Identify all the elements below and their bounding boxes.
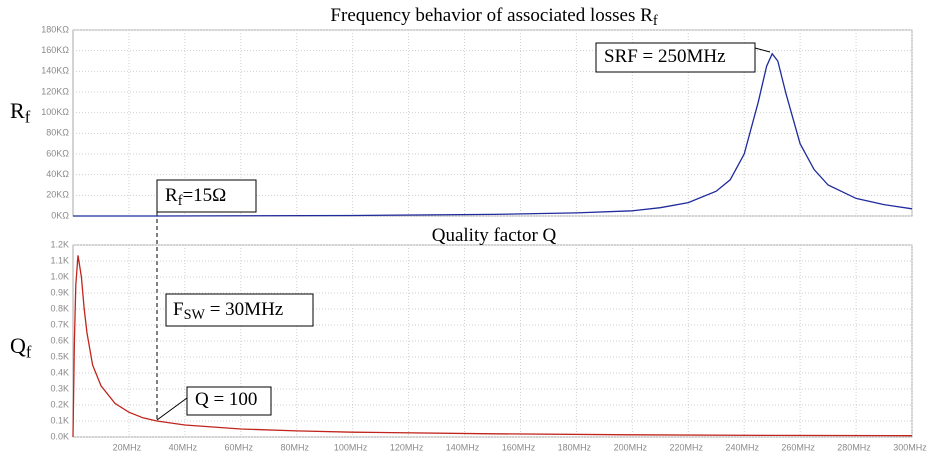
y-tick-label: 1.1K — [50, 255, 69, 265]
y-tick-label: 120KΩ — [41, 86, 69, 96]
annotation-box — [156, 179, 257, 213]
x-tick-label: 180MHz — [558, 442, 592, 452]
x-tick-label: 40MHz — [169, 442, 198, 452]
y-tick-label: 0.4K — [50, 367, 69, 377]
y-axis-label-part: f — [25, 107, 31, 126]
annotation: FSW = 30MHz — [173, 299, 283, 323]
y-tick-label: 60KΩ — [46, 148, 69, 158]
annotation-part: SW — [184, 307, 206, 323]
annotation: Q = 100 — [195, 389, 257, 410]
y-tick-label: 1.0K — [50, 271, 69, 281]
y-tick-label: 160KΩ — [41, 45, 69, 55]
x-tick-label: 60MHz — [225, 442, 254, 452]
y-axis-label-part: Q — [10, 333, 26, 358]
x-tick-label: 300MHz — [893, 442, 927, 452]
annotation: SRF = 250MHz — [604, 46, 726, 67]
annotation-box — [186, 386, 272, 416]
annotation: Rf=15Ω — [165, 185, 226, 209]
y-tick-label: 100KΩ — [41, 107, 69, 117]
y-tick-label: 20KΩ — [46, 190, 69, 200]
y-tick-label: 0.2K — [50, 399, 69, 409]
y-axis-label: Qf — [10, 333, 32, 361]
x-tick-label: 100MHz — [334, 442, 368, 452]
annotation-part: =15Ω — [182, 185, 226, 206]
chart-title-part: Quality factor Q — [432, 225, 557, 246]
y-tick-label: 0.6K — [50, 335, 69, 345]
x-tick-label: 120MHz — [390, 442, 424, 452]
x-tick-label: 80MHz — [280, 442, 309, 452]
y-tick-label: 180KΩ — [41, 24, 69, 34]
y-tick-label: 0.3K — [50, 383, 69, 393]
annotation-part: = 30MHz — [205, 299, 283, 320]
chart-title: Quality factor Q — [432, 225, 557, 246]
x-tick-label: 140MHz — [446, 442, 480, 452]
x-tick-label: 220MHz — [670, 442, 704, 452]
annotation-connector — [754, 47, 771, 53]
y-axis-label: Rf — [10, 98, 31, 126]
x-tick-label: 280MHz — [837, 442, 871, 452]
annotation-box — [165, 293, 314, 327]
x-tick-label: 240MHz — [725, 442, 759, 452]
x-tick-label: 160MHz — [502, 442, 536, 452]
annotation-part: R — [165, 185, 178, 206]
chart-title-part: Frequency behavior of associated losses … — [330, 5, 653, 26]
annotation-box — [595, 42, 756, 73]
y-tick-label: 140KΩ — [41, 66, 69, 76]
data-line — [72, 255, 913, 438]
y-tick-label: 0.1K — [50, 415, 69, 425]
annotation-part: F — [173, 299, 184, 320]
chart-title: Frequency behavior of associated losses … — [330, 5, 657, 29]
x-tick-label: 260MHz — [781, 442, 815, 452]
y-axis-label-part: R — [10, 98, 25, 123]
annotation-part: f — [178, 193, 183, 209]
y-tick-label: 1.2K — [50, 239, 69, 249]
annotation-part: Q = 100 — [195, 389, 257, 410]
chart-title-part: f — [653, 13, 658, 29]
y-tick-label: 0.9K — [50, 287, 69, 297]
y-tick-label: 0.7K — [50, 319, 69, 329]
annotation-part: SRF = 250MHz — [604, 46, 726, 67]
y-tick-label: 0.5K — [50, 351, 69, 361]
y-tick-label: 40KΩ — [46, 169, 69, 179]
y-tick-label: 80KΩ — [46, 128, 69, 138]
y-tick-label: 0.0K — [50, 431, 69, 441]
data-line — [73, 52, 913, 217]
y-tick-label: 0.8K — [50, 303, 69, 313]
y-axis-label-part: f — [26, 342, 32, 361]
x-tick-label: 200MHz — [614, 442, 648, 452]
y-tick-label: 0KΩ — [51, 210, 69, 220]
x-tick-label: 20MHz — [113, 442, 142, 452]
annotation-connector — [156, 397, 188, 421]
